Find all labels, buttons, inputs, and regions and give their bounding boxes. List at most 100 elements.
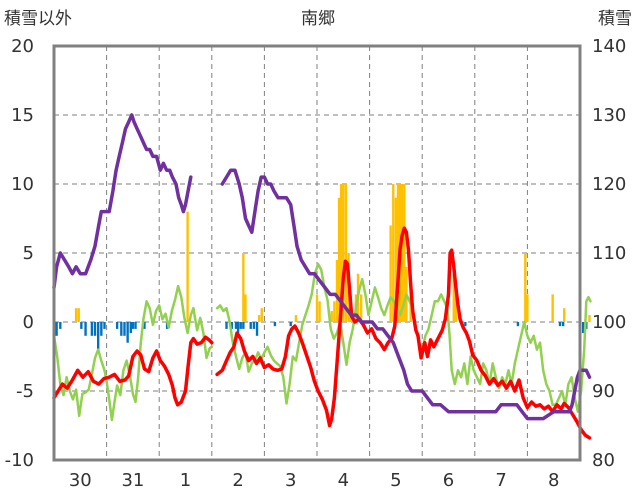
negative-bar — [126, 322, 129, 343]
negative-bar — [103, 322, 106, 329]
precip-bar — [551, 294, 554, 322]
negative-bar — [131, 322, 135, 329]
precip-bar — [526, 294, 529, 322]
right-tick-labels: 80 90 100 110 120 130 140 — [592, 36, 626, 471]
negative-bar — [234, 322, 238, 329]
negative-bar — [561, 322, 565, 327]
negative-bar — [230, 322, 233, 329]
precip-bar — [344, 184, 348, 322]
temp_b-line-2 — [215, 262, 592, 413]
x-tick-label: 8 — [548, 470, 559, 491]
precip-bar — [340, 184, 343, 322]
x-tick-label: 30 — [69, 470, 92, 491]
negative-bar — [252, 322, 256, 329]
temp_a-line-2 — [215, 226, 592, 440]
right-tick-label: 90 — [592, 381, 615, 402]
x-tick-label: 2 — [232, 470, 243, 491]
negative-bar — [516, 322, 520, 327]
precip-bar — [360, 294, 363, 322]
right-axis-label: 積雪 — [598, 9, 632, 29]
precip-bar — [342, 184, 345, 322]
precip-bar — [242, 253, 245, 322]
precip-bar — [452, 273, 455, 322]
left-tick-label: 0 — [23, 312, 34, 333]
right-tick-label: 80 — [592, 450, 615, 471]
snow_depth-line-1 — [52, 113, 193, 290]
left-tick-label: 5 — [23, 243, 34, 264]
precip-bar — [403, 184, 406, 322]
right-tick-label: 120 — [592, 174, 626, 195]
negative-bar — [289, 322, 292, 327]
x-tick-label: 6 — [443, 470, 454, 491]
negative-bar — [242, 322, 245, 329]
negative-bar — [59, 322, 62, 329]
negative-bar — [129, 322, 132, 334]
precip-bar — [396, 184, 400, 322]
precip-bar — [244, 294, 247, 322]
negative-bar — [100, 322, 103, 336]
negative-bar — [239, 322, 242, 329]
left-tick-label: 20 — [11, 36, 34, 57]
temp_b-line-1 — [52, 284, 214, 422]
negative-bar — [464, 322, 467, 327]
left-tick-label: 15 — [11, 105, 34, 126]
temp_a-line-1 — [52, 335, 214, 407]
x-tick-label: 3 — [285, 470, 296, 491]
precip-bar — [401, 184, 404, 322]
precip-bar — [315, 294, 319, 322]
precip-bar — [563, 308, 566, 322]
precip-bar — [257, 315, 261, 322]
precip-bar — [260, 308, 263, 322]
negative-bar — [80, 322, 83, 329]
left-tick-label: -5 — [16, 381, 34, 402]
precip-bar — [330, 310, 333, 322]
chart-title: 南郷 — [301, 9, 335, 29]
x-tick-label: 31 — [121, 470, 144, 491]
x-tick-labels: 30 31 1 2 3 4 5 6 7 8 — [69, 470, 560, 491]
negative-bar — [134, 322, 137, 329]
precip-bar — [524, 253, 527, 322]
negative-bar — [123, 322, 126, 336]
snow_depth-line-2 — [220, 168, 592, 421]
right-tick-label: 100 — [592, 312, 626, 333]
negative-bar — [93, 322, 97, 336]
right-tick-label: 130 — [592, 105, 626, 126]
left-tick-label: -10 — [5, 450, 34, 471]
negative-bar — [581, 322, 585, 334]
x-tick-label: 4 — [338, 470, 349, 491]
negative-bar — [115, 322, 119, 329]
negative-bar — [255, 322, 259, 336]
precip-bar — [337, 197, 341, 322]
negative-bar — [143, 322, 146, 329]
negative-bars — [55, 322, 588, 350]
precip-bar — [588, 315, 591, 322]
negative-bar — [236, 322, 240, 334]
precip-bar — [389, 225, 392, 322]
right-tick-label: 110 — [592, 243, 626, 264]
precip-bar — [74, 308, 78, 322]
negative-bar — [558, 322, 562, 327]
x-tick-label: 1 — [180, 470, 191, 491]
precip-bar — [392, 184, 395, 322]
x-tick-label: 5 — [390, 470, 401, 491]
negative-bar — [120, 322, 123, 336]
negative-bar — [249, 322, 252, 329]
precip-bar — [77, 308, 80, 322]
negative-bar — [90, 322, 94, 336]
left-tick-labels: -10 -5 0 5 10 15 20 — [5, 36, 34, 471]
precip-bar — [318, 301, 321, 322]
precip-bar — [186, 211, 189, 322]
precip-bar — [454, 294, 458, 322]
plot-frame — [52, 44, 582, 462]
left-tick-label: 10 — [11, 174, 34, 195]
x-tick-label: 7 — [495, 470, 506, 491]
negative-bar — [97, 322, 100, 350]
right-tick-label: 140 — [592, 36, 626, 57]
precip-bar — [294, 315, 298, 322]
series-lines — [52, 113, 592, 440]
left-axis-label: 積雪以外 — [4, 9, 72, 29]
precip-bar — [333, 301, 336, 322]
negative-bar — [273, 322, 277, 327]
precip-bar — [394, 197, 398, 322]
